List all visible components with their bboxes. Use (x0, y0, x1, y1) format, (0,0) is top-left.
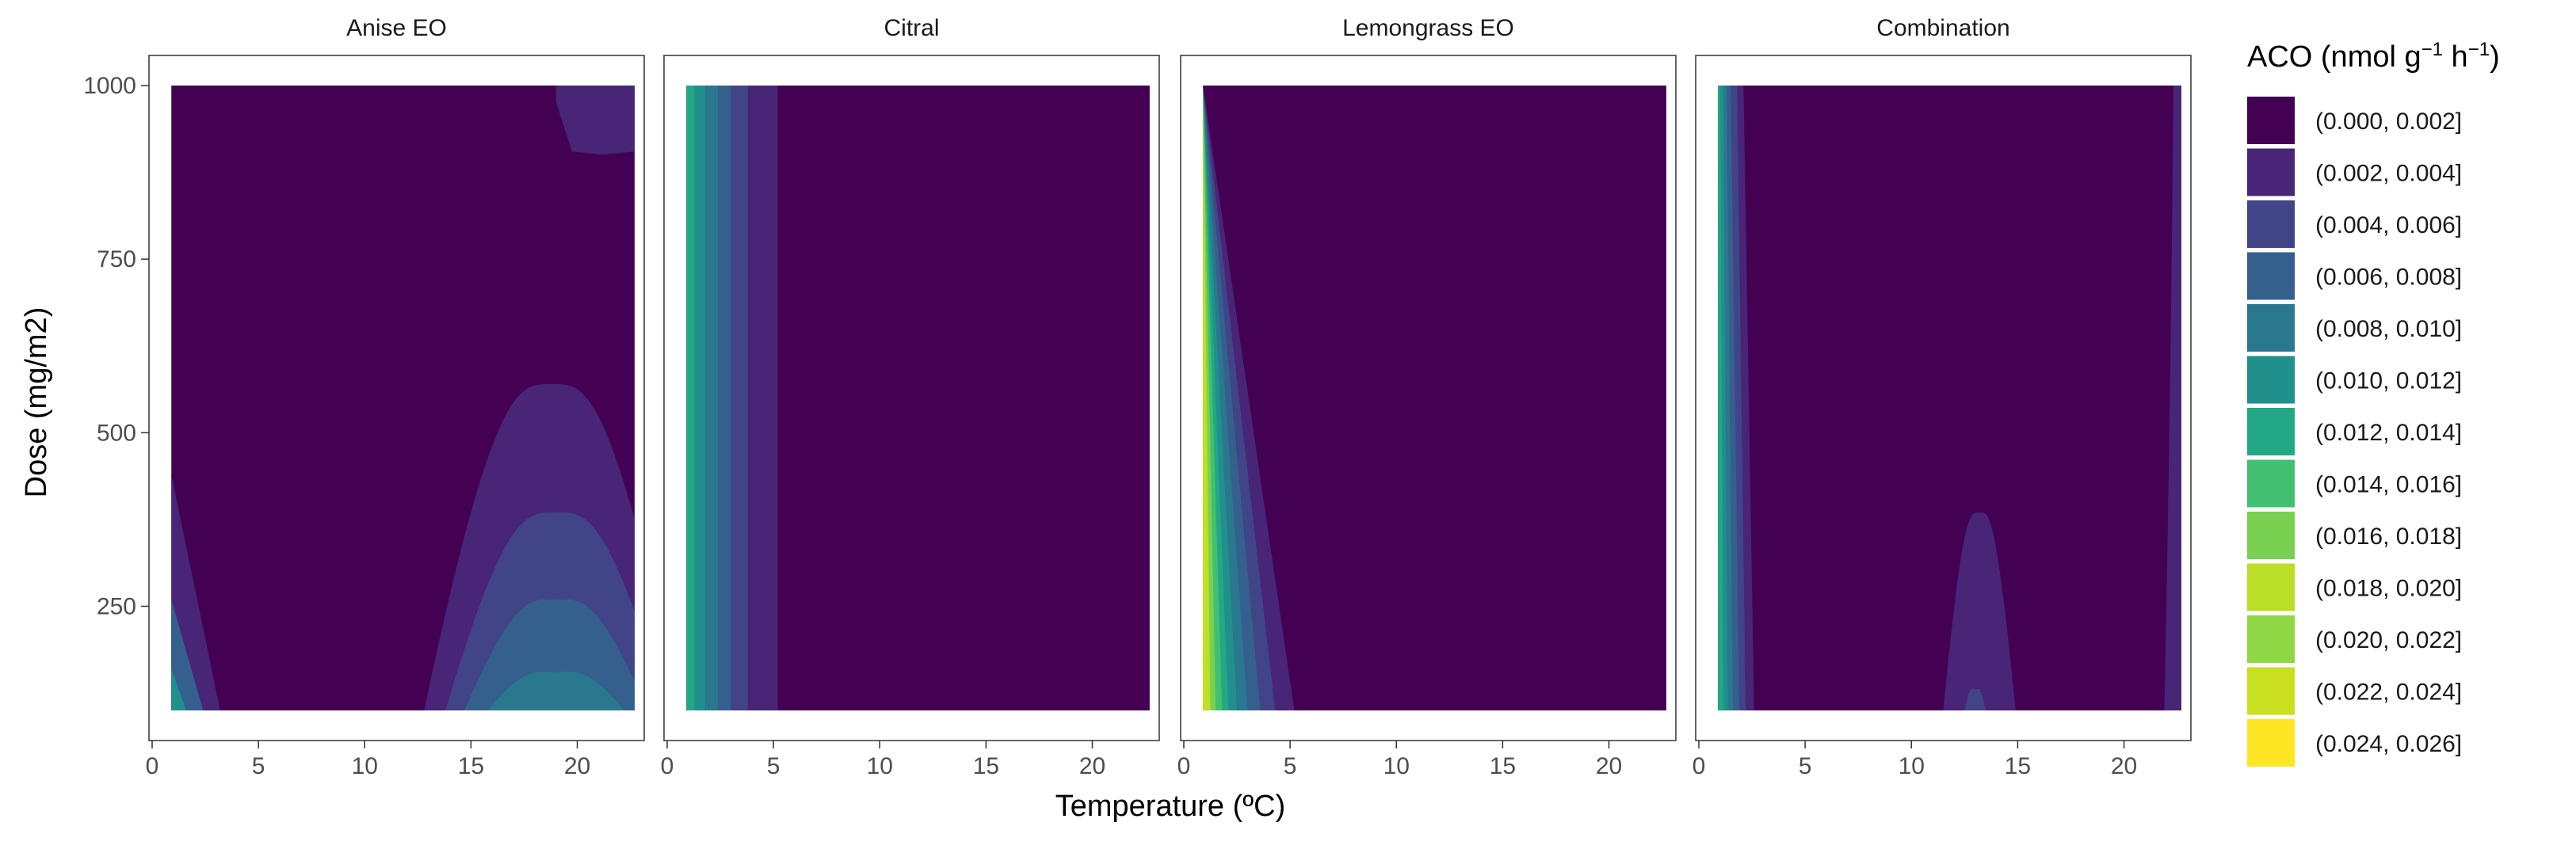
legend-key (2247, 563, 2295, 611)
x-tick-label: 0 (661, 753, 674, 779)
panel-title: Combination (1876, 15, 2009, 41)
y-tick-label: 750 (97, 246, 136, 272)
legend-label: (0.024, 0.026] (2315, 731, 2462, 757)
panel-fill (1718, 86, 2181, 710)
legend-label: (0.006, 0.008] (2315, 265, 2462, 291)
y-tick-label: 500 (97, 420, 136, 446)
contour-background (1718, 86, 2181, 710)
x-tick-label: 0 (1693, 753, 1706, 779)
contour-band (705, 86, 719, 710)
contour-band (1203, 86, 1207, 710)
legend: ACO (nmol g−1 h−1) (0.000, 0.002] (0.002,… (2247, 39, 2500, 767)
panel-fill (686, 86, 1150, 710)
y-axis-title: Dose (mg/m2) (20, 307, 53, 498)
legend-label: (0.002, 0.004] (2315, 161, 2462, 187)
y-tick-label: 1000 (83, 73, 136, 99)
x-tick-label: 10 (1899, 753, 1925, 779)
x-tick-label: 15 (973, 753, 999, 779)
legend-label: (0.004, 0.006] (2315, 212, 2462, 238)
legend-label: (0.012, 0.014] (2315, 420, 2462, 446)
legend-title: ACO (nmol g−1 h−1) (2247, 39, 2500, 74)
x-tick-label: 5 (1284, 753, 1297, 779)
legend-key (2247, 304, 2295, 352)
contour-background (1203, 86, 1666, 710)
x-tick-label: 10 (352, 753, 378, 779)
contour-region (2164, 86, 2181, 710)
legend-key (2247, 459, 2295, 508)
contour-region (555, 86, 635, 155)
contour-band (1718, 86, 1723, 710)
contour-region (171, 668, 186, 710)
legend-label: (0.010, 0.012] (2315, 368, 2462, 394)
contour-band (694, 86, 706, 710)
legend-key (2247, 719, 2295, 767)
contour-region (171, 599, 204, 710)
legend-key (2247, 667, 2295, 715)
legend-label: (0.022, 0.024] (2315, 680, 2462, 706)
x-tick-label: 5 (767, 753, 780, 779)
facet-panels: Anise EO Citral Lemongrass EO Combination (148, 15, 2192, 741)
legend-key (2247, 200, 2295, 248)
panel-fill (1203, 86, 1666, 710)
legend-key (2247, 252, 2295, 300)
panel-fill (171, 86, 635, 710)
facet-panel-lemongrass-eo: Lemongrass EO (1180, 15, 1677, 741)
y-tick-label: 250 (97, 594, 136, 620)
x-tick-label: 20 (1079, 753, 1105, 779)
contour-band (731, 86, 748, 710)
legend-label: (0.020, 0.022] (2315, 627, 2462, 653)
panel-title: Lemongrass EO (1342, 15, 1514, 41)
panel-title: Citral (883, 15, 939, 41)
legend-label: (0.014, 0.016] (2315, 472, 2462, 498)
legend-label: (0.018, 0.020] (2315, 576, 2462, 602)
x-tick-label: 15 (458, 753, 484, 779)
axes: 0 5 10 15 20 0 5 10 15 20 0 5 10 15 20 0 5 10 15 20 250 500 75… (83, 73, 2137, 779)
panel-title: Anise EO (346, 15, 447, 41)
legend-key (2247, 97, 2295, 144)
legend-key (2247, 356, 2295, 404)
x-tick-label: 5 (252, 753, 265, 779)
legend-key (2247, 615, 2295, 663)
legend-key (2247, 512, 2295, 559)
contour-region (487, 672, 624, 710)
legend-key (2247, 148, 2295, 196)
contour-region (1964, 688, 1986, 710)
contour-band (718, 86, 731, 710)
x-tick-label: 15 (1490, 753, 1516, 779)
x-tick-label: 15 (2005, 753, 2031, 779)
x-tick-label: 20 (1596, 753, 1622, 779)
legend-label: (0.008, 0.010] (2315, 316, 2462, 342)
contour-band (747, 86, 778, 710)
x-axis-title: Temperature (ºC) (1055, 790, 1286, 823)
contour-band (686, 86, 695, 710)
legend-label: (0.016, 0.018] (2315, 524, 2462, 550)
x-tick-label: 5 (1799, 753, 1812, 779)
x-tick-label: 20 (2111, 753, 2137, 779)
x-tick-label: 0 (1177, 753, 1191, 779)
x-tick-label: 10 (867, 753, 893, 779)
facet-panel-citral: Citral (663, 15, 1160, 741)
x-tick-label: 0 (146, 753, 159, 779)
x-tick-label: 10 (1383, 753, 1410, 779)
legend-key (2247, 408, 2295, 455)
contour-region (1943, 512, 2016, 710)
facet-panel-anise-eo: Anise EO (148, 15, 645, 741)
facet-panel-combination: Combination (1695, 15, 2192, 741)
legend-label: (0.000, 0.002] (2315, 109, 2462, 135)
x-tick-label: 20 (564, 753, 590, 779)
